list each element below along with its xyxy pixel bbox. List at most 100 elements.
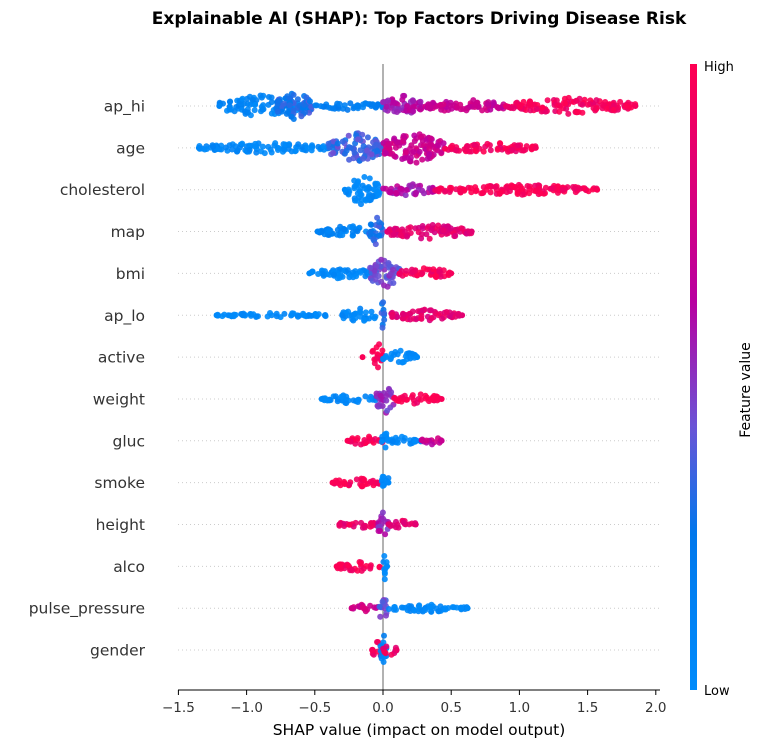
x-axis-ticks: −1.5 −1.0 −0.5 0.0 0.5 1.0 1.5 2.0 bbox=[162, 690, 667, 716]
shap-point bbox=[349, 229, 356, 236]
shap-point bbox=[423, 136, 430, 143]
shap-point bbox=[594, 186, 601, 193]
shap-point bbox=[344, 267, 351, 274]
shap-point bbox=[357, 269, 364, 276]
shap-point bbox=[343, 147, 350, 154]
shap-point bbox=[428, 307, 434, 314]
feature-label: ap_lo bbox=[104, 307, 145, 326]
shap-point bbox=[381, 569, 388, 576]
shap-point bbox=[435, 142, 442, 149]
shap-point bbox=[419, 269, 426, 276]
shap-point bbox=[509, 146, 516, 153]
shap-point bbox=[341, 186, 348, 193]
shap-point bbox=[292, 148, 299, 155]
shap-point bbox=[368, 151, 375, 158]
shap-point bbox=[418, 396, 425, 403]
shap-point bbox=[359, 604, 366, 611]
shap-point bbox=[195, 144, 202, 151]
shap-point bbox=[470, 97, 477, 104]
shap-point bbox=[382, 444, 389, 451]
shap-point bbox=[339, 138, 346, 145]
shap-point bbox=[309, 142, 315, 149]
shap-point bbox=[276, 97, 283, 104]
feature-row-map bbox=[314, 214, 475, 248]
shap-point bbox=[367, 478, 374, 485]
shap-point bbox=[407, 224, 414, 231]
shap-point bbox=[318, 395, 325, 402]
shap-point bbox=[400, 358, 407, 365]
x-axis-label: SHAP value (impact on model output) bbox=[273, 721, 566, 739]
shap-point bbox=[367, 565, 374, 572]
feature-row-ap_hi bbox=[216, 90, 639, 122]
shap-point bbox=[417, 391, 424, 398]
shap-point bbox=[341, 481, 348, 488]
shap-point bbox=[400, 133, 407, 139]
shap-point bbox=[357, 147, 364, 154]
shap-point bbox=[380, 299, 387, 306]
shap-point bbox=[338, 393, 345, 400]
shap-point bbox=[380, 356, 387, 363]
shap-point bbox=[553, 97, 560, 104]
shap-point bbox=[308, 312, 315, 319]
shap-point bbox=[351, 149, 358, 156]
shap-point bbox=[378, 655, 385, 662]
shap-point bbox=[427, 105, 434, 112]
shap-point bbox=[496, 190, 503, 197]
shap-point bbox=[406, 182, 413, 189]
feature-label: gender bbox=[90, 642, 146, 660]
shap-point bbox=[366, 396, 373, 403]
shap-point bbox=[358, 196, 365, 203]
shap-point bbox=[329, 479, 336, 486]
shap-point bbox=[253, 314, 260, 320]
shap-point bbox=[385, 479, 392, 486]
shap-point bbox=[251, 143, 258, 150]
shap-point bbox=[496, 140, 503, 147]
shap-point bbox=[517, 183, 524, 190]
shap-point bbox=[426, 145, 433, 152]
shap-point bbox=[334, 479, 341, 486]
shap-point bbox=[617, 98, 624, 105]
shap-point bbox=[584, 101, 591, 108]
colorbar-low-label: Low bbox=[704, 684, 730, 699]
shap-point bbox=[239, 140, 246, 147]
shap-point bbox=[398, 604, 405, 611]
shap-point bbox=[347, 100, 354, 107]
shap-point bbox=[380, 99, 386, 106]
feature-label: gluc bbox=[113, 432, 146, 450]
shap-point bbox=[632, 103, 639, 109]
shap-point bbox=[410, 108, 417, 115]
shap-point bbox=[388, 651, 395, 658]
shap-point bbox=[390, 231, 397, 238]
shap-point bbox=[351, 185, 358, 192]
shap-point bbox=[487, 147, 494, 154]
feature-row-gluc bbox=[344, 430, 445, 451]
shap-point bbox=[448, 184, 455, 191]
shap-point bbox=[307, 98, 313, 105]
shap-point bbox=[383, 397, 390, 404]
shap-point bbox=[345, 562, 351, 569]
shap-point bbox=[303, 94, 310, 101]
feature-label: pulse_pressure bbox=[29, 600, 145, 619]
shap-point bbox=[390, 266, 396, 273]
shap-point bbox=[391, 135, 398, 142]
shap-point bbox=[284, 108, 291, 115]
shap-point bbox=[559, 186, 566, 193]
shap-point bbox=[436, 268, 443, 275]
shap-point bbox=[259, 143, 266, 150]
shap-point bbox=[378, 438, 385, 445]
shap-point bbox=[394, 439, 401, 446]
shap-point bbox=[375, 364, 381, 371]
shap-point bbox=[226, 142, 233, 149]
shap-point bbox=[429, 394, 436, 401]
shap-point bbox=[599, 101, 606, 108]
shap-point bbox=[362, 273, 369, 280]
shap-point bbox=[325, 228, 332, 234]
shap-point bbox=[574, 109, 581, 116]
shap-point bbox=[427, 135, 434, 142]
feature-label: bmi bbox=[116, 265, 145, 283]
feature-label: age bbox=[116, 139, 145, 157]
shap-point bbox=[359, 483, 366, 490]
shap-point bbox=[458, 604, 465, 611]
shap-point bbox=[353, 273, 360, 280]
